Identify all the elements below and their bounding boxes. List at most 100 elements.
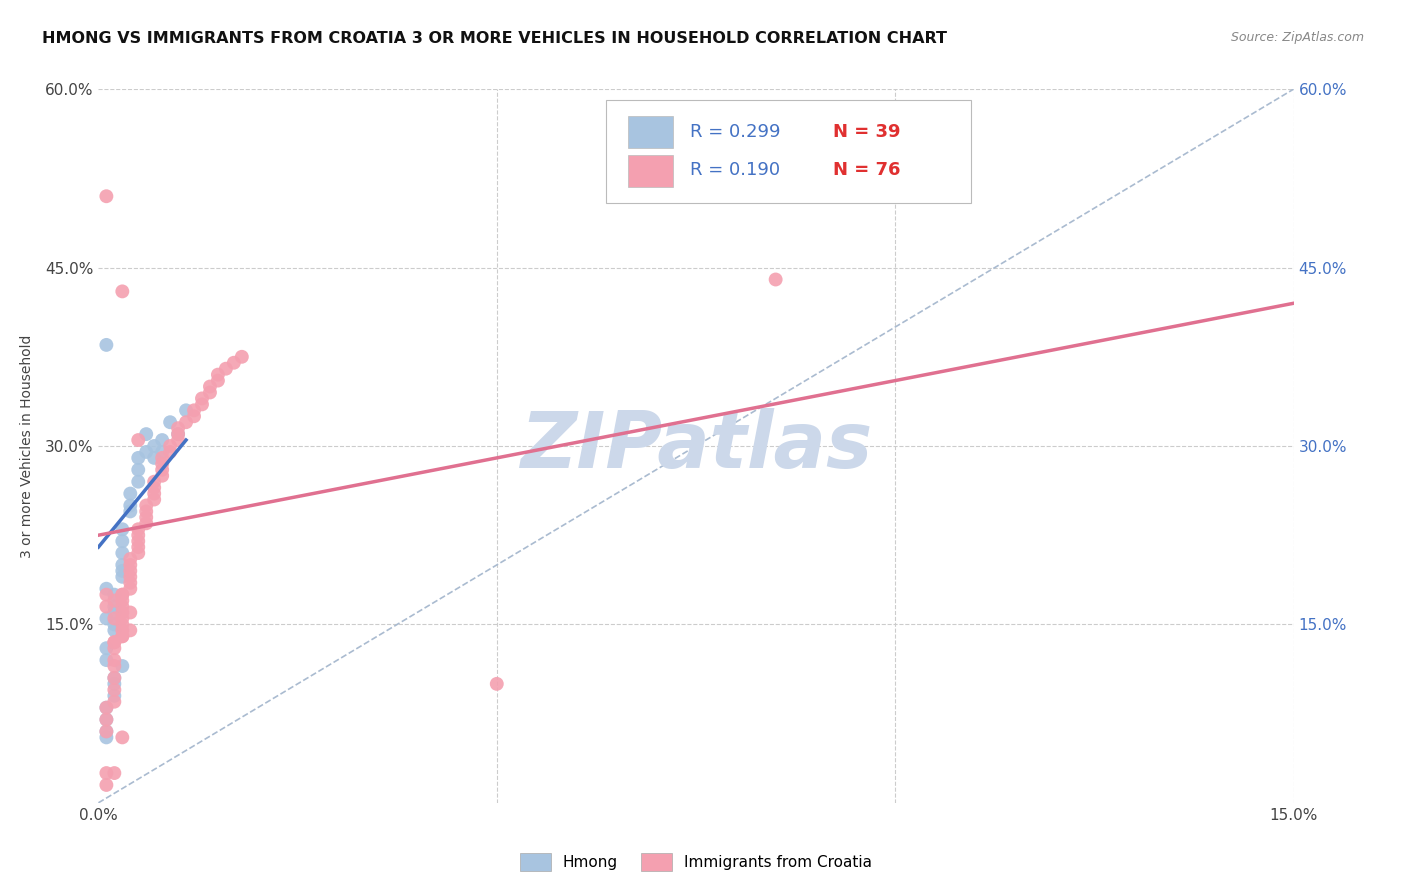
Point	[120, 624, 142, 638]
Point	[167, 421, 190, 435]
Point	[159, 439, 181, 453]
Point	[120, 582, 142, 596]
Point	[127, 475, 149, 489]
Point	[222, 356, 245, 370]
Point	[127, 433, 149, 447]
Point	[159, 415, 181, 429]
Point	[191, 397, 214, 411]
Point	[135, 510, 157, 524]
Point	[167, 433, 190, 447]
Point	[96, 641, 118, 656]
Point	[127, 540, 149, 554]
Point	[485, 677, 508, 691]
Point	[215, 361, 238, 376]
Point	[183, 409, 205, 424]
Point	[111, 611, 134, 625]
Point	[127, 450, 149, 465]
Text: HMONG VS IMMIGRANTS FROM CROATIA 3 OR MORE VEHICLES IN HOUSEHOLD CORRELATION CHA: HMONG VS IMMIGRANTS FROM CROATIA 3 OR MO…	[42, 31, 948, 46]
Point	[96, 713, 118, 727]
Point	[231, 350, 253, 364]
Point	[96, 724, 118, 739]
Point	[120, 606, 142, 620]
Point	[150, 450, 173, 465]
Point	[198, 379, 221, 393]
Point	[135, 499, 157, 513]
Point	[96, 189, 118, 203]
Point	[103, 606, 125, 620]
Point	[111, 606, 134, 620]
Point	[111, 599, 134, 614]
Point	[143, 492, 166, 507]
Point	[103, 671, 125, 685]
Y-axis label: 3 or more Vehicles in Household: 3 or more Vehicles in Household	[20, 334, 34, 558]
Point	[143, 450, 166, 465]
Point	[174, 403, 197, 417]
Text: R = 0.299: R = 0.299	[690, 123, 780, 141]
Point	[111, 564, 134, 578]
Point	[198, 385, 221, 400]
Point	[127, 546, 149, 560]
Point	[120, 486, 142, 500]
Point	[111, 593, 134, 607]
Point	[103, 588, 125, 602]
Point	[103, 677, 125, 691]
Point	[103, 611, 125, 625]
Point	[167, 427, 190, 442]
Point	[103, 624, 125, 638]
Point	[103, 671, 125, 685]
Point	[135, 445, 157, 459]
FancyBboxPatch shape	[606, 100, 970, 203]
Point	[111, 624, 134, 638]
Point	[103, 635, 125, 649]
Point	[103, 659, 125, 673]
Point	[127, 522, 149, 536]
Point	[127, 528, 149, 542]
Point	[111, 522, 134, 536]
Point	[96, 731, 118, 745]
Point	[96, 338, 118, 352]
Text: Source: ZipAtlas.com: Source: ZipAtlas.com	[1230, 31, 1364, 45]
Point	[96, 599, 118, 614]
Point	[96, 713, 118, 727]
Point	[111, 534, 134, 549]
Point	[111, 285, 134, 299]
Point	[143, 439, 166, 453]
Legend: Hmong, Immigrants from Croatia: Hmong, Immigrants from Croatia	[515, 847, 877, 877]
Point	[111, 629, 134, 643]
Point	[135, 504, 157, 518]
Point	[120, 499, 142, 513]
Point	[103, 653, 125, 667]
FancyBboxPatch shape	[628, 116, 673, 148]
Point	[191, 392, 214, 406]
Point	[183, 403, 205, 417]
Text: N = 76: N = 76	[834, 161, 901, 178]
Point	[111, 617, 134, 632]
Point	[143, 486, 166, 500]
Point	[103, 635, 125, 649]
Point	[150, 457, 173, 471]
Point	[207, 374, 229, 388]
Point	[103, 617, 125, 632]
Point	[111, 546, 134, 560]
Point	[127, 463, 149, 477]
Point	[96, 611, 118, 625]
Point	[111, 588, 134, 602]
Point	[96, 766, 118, 780]
Point	[765, 272, 787, 286]
Point	[167, 427, 190, 442]
Point	[174, 415, 197, 429]
Point	[143, 475, 166, 489]
FancyBboxPatch shape	[628, 155, 673, 187]
Point	[150, 468, 173, 483]
Point	[103, 599, 125, 614]
Point	[103, 766, 125, 780]
Point	[135, 427, 157, 442]
Point	[103, 689, 125, 703]
Point	[96, 778, 118, 792]
Point	[120, 552, 142, 566]
Point	[111, 570, 134, 584]
Point	[111, 629, 134, 643]
Point	[150, 445, 173, 459]
Point	[96, 582, 118, 596]
Text: N = 39: N = 39	[834, 123, 901, 141]
